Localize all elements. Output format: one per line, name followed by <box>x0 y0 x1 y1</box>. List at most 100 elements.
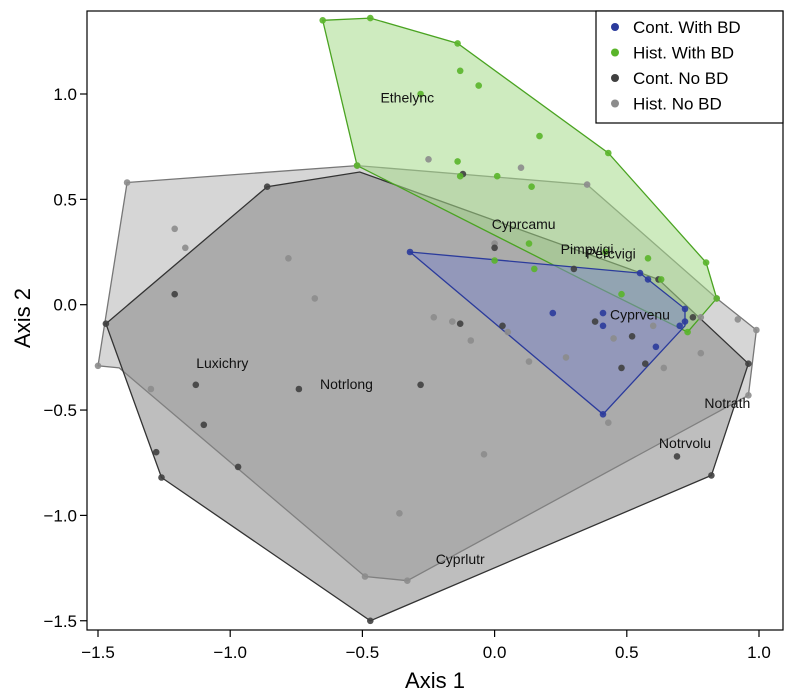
point-hist-with-bd <box>531 265 538 273</box>
label-pimpvigi: Pimpvigi <box>561 241 614 257</box>
point-hist-with-bd <box>602 248 609 256</box>
point-hist-no-bd <box>171 225 178 233</box>
point-hist-with-bd <box>454 40 461 47</box>
point-cont-with-bd <box>549 309 557 317</box>
x-axis: −1.5 −1.0 −0.5 0.0 0.5 1.0 <box>81 630 771 662</box>
point-hist-no-bd <box>396 510 403 517</box>
point-hist-no-bd <box>467 337 475 344</box>
label-ethelync: Ethelync <box>380 89 434 105</box>
point-cont-no-bd <box>234 463 242 471</box>
point-hist-no-bd <box>285 254 292 262</box>
point-hist-no-bd <box>610 335 617 342</box>
point-cont-no-bd <box>708 472 715 479</box>
legend-box <box>595 10 784 124</box>
point-hist-no-bd <box>123 179 131 186</box>
point-hist-with-bd <box>657 276 665 283</box>
point-hist-with-bd <box>525 240 533 247</box>
point-hist-no-bd <box>504 328 512 336</box>
point-hist-no-bd <box>404 577 411 584</box>
point-cont-no-bd <box>689 314 697 321</box>
y-tick-label: 0.5 <box>53 190 77 209</box>
group-hulls <box>97 17 758 622</box>
point-cont-no-bd <box>417 381 424 389</box>
point-cont-no-bd <box>200 421 208 429</box>
label-notrvolu: Notrvolu <box>659 435 711 451</box>
point-hist-with-bd <box>319 17 327 24</box>
point-cont-with-bd <box>676 322 683 330</box>
y-tick-label: −1.0 <box>43 506 77 525</box>
point-hist-with-bd <box>456 67 464 75</box>
point-cont-with-bd <box>681 305 689 313</box>
point-hist-with-bd <box>528 183 535 190</box>
point-cont-with-bd <box>599 309 607 317</box>
point-cont-with-bd <box>599 322 607 330</box>
point-hist-with-bd <box>684 328 691 336</box>
data-points <box>94 14 760 625</box>
point-cont-no-bd <box>642 360 649 368</box>
point-hist-no-bd <box>583 181 591 188</box>
point-cont-no-bd <box>158 474 165 481</box>
point-cont-no-bd <box>171 290 178 298</box>
point-hist-no-bd <box>605 419 612 427</box>
x-tick-label: −1.0 <box>213 643 247 662</box>
point-hist-with-bd <box>536 132 543 140</box>
point-hist-no-bd <box>562 354 570 361</box>
point-hist-with-bd <box>713 295 720 302</box>
point-cont-no-bd <box>745 360 752 368</box>
point-hist-no-bd <box>697 349 705 357</box>
point-cont-no-bd <box>499 322 506 330</box>
point-hist-with-bd <box>702 259 710 266</box>
point-cont-no-bd <box>456 320 464 328</box>
label-notrlong: Notrlong <box>320 376 373 392</box>
point-hist-with-bd <box>605 149 612 157</box>
point-hist-no-bd <box>449 318 456 325</box>
point-cont-no-bd <box>192 381 200 389</box>
legend-label-cont-no-bd: Cont. No BD <box>633 69 728 88</box>
x-tick-label: 1.0 <box>747 643 771 662</box>
legend-swatch-cont-no-bd <box>611 74 619 82</box>
label-notrath: Notrath <box>704 395 750 411</box>
legend-label-hist-no-bd: Hist. No BD <box>633 95 722 114</box>
point-hist-no-bd <box>753 326 760 334</box>
label-percvigi: Percvigi <box>586 245 636 261</box>
point-cont-with-bd <box>406 248 414 256</box>
label-cyprlutr: Cyprlutr <box>436 551 485 567</box>
point-hist-with-bd <box>475 82 483 89</box>
point-hist-no-bd <box>480 451 488 458</box>
point-hist-with-bd <box>456 172 464 180</box>
x-tick-label: −0.5 <box>346 643 380 662</box>
point-hist-with-bd <box>454 158 461 165</box>
y-axis: −1.5 −1.0 −0.5 0.0 0.5 1.0 <box>43 85 87 631</box>
point-cont-with-bd <box>652 343 660 351</box>
point-cont-with-bd <box>681 318 689 325</box>
x-tick-label: 0.0 <box>483 643 507 662</box>
x-axis-title: Axis 1 <box>405 668 465 693</box>
y-tick-label: −1.5 <box>43 612 77 631</box>
point-hist-no-bd <box>147 385 155 393</box>
point-hist-with-bd <box>417 90 424 98</box>
y-tick-label: 1.0 <box>53 85 77 104</box>
label-cyprvenu: Cyprvenu <box>610 306 670 322</box>
point-cont-no-bd <box>152 448 160 456</box>
label-luxichry: Luxichry <box>196 355 248 371</box>
point-hist-with-bd <box>618 290 625 298</box>
point-cont-no-bd <box>102 320 110 328</box>
point-hist-no-bd <box>517 164 525 171</box>
point-hist-no-bd <box>660 364 668 372</box>
point-hist-with-bd <box>491 257 498 264</box>
legend-label-hist-with-bd: Hist. With BD <box>633 44 734 63</box>
point-cont-no-bd <box>295 385 303 393</box>
label-cyprcamu: Cyprcamu <box>492 216 556 232</box>
plot-frame <box>86 10 784 631</box>
point-hist-no-bd <box>361 573 369 580</box>
point-cont-with-bd <box>599 411 607 418</box>
legend-swatch-hist-no-bd <box>611 99 619 108</box>
point-hist-with-bd <box>493 172 501 180</box>
point-hist-no-bd <box>425 156 432 163</box>
point-hist-with-bd <box>644 254 652 262</box>
legend: Cont. With BD Hist. With BD Cont. No BD His… <box>595 10 784 124</box>
y-tick-label: −0.5 <box>43 401 77 420</box>
point-cont-no-bd <box>618 364 625 372</box>
